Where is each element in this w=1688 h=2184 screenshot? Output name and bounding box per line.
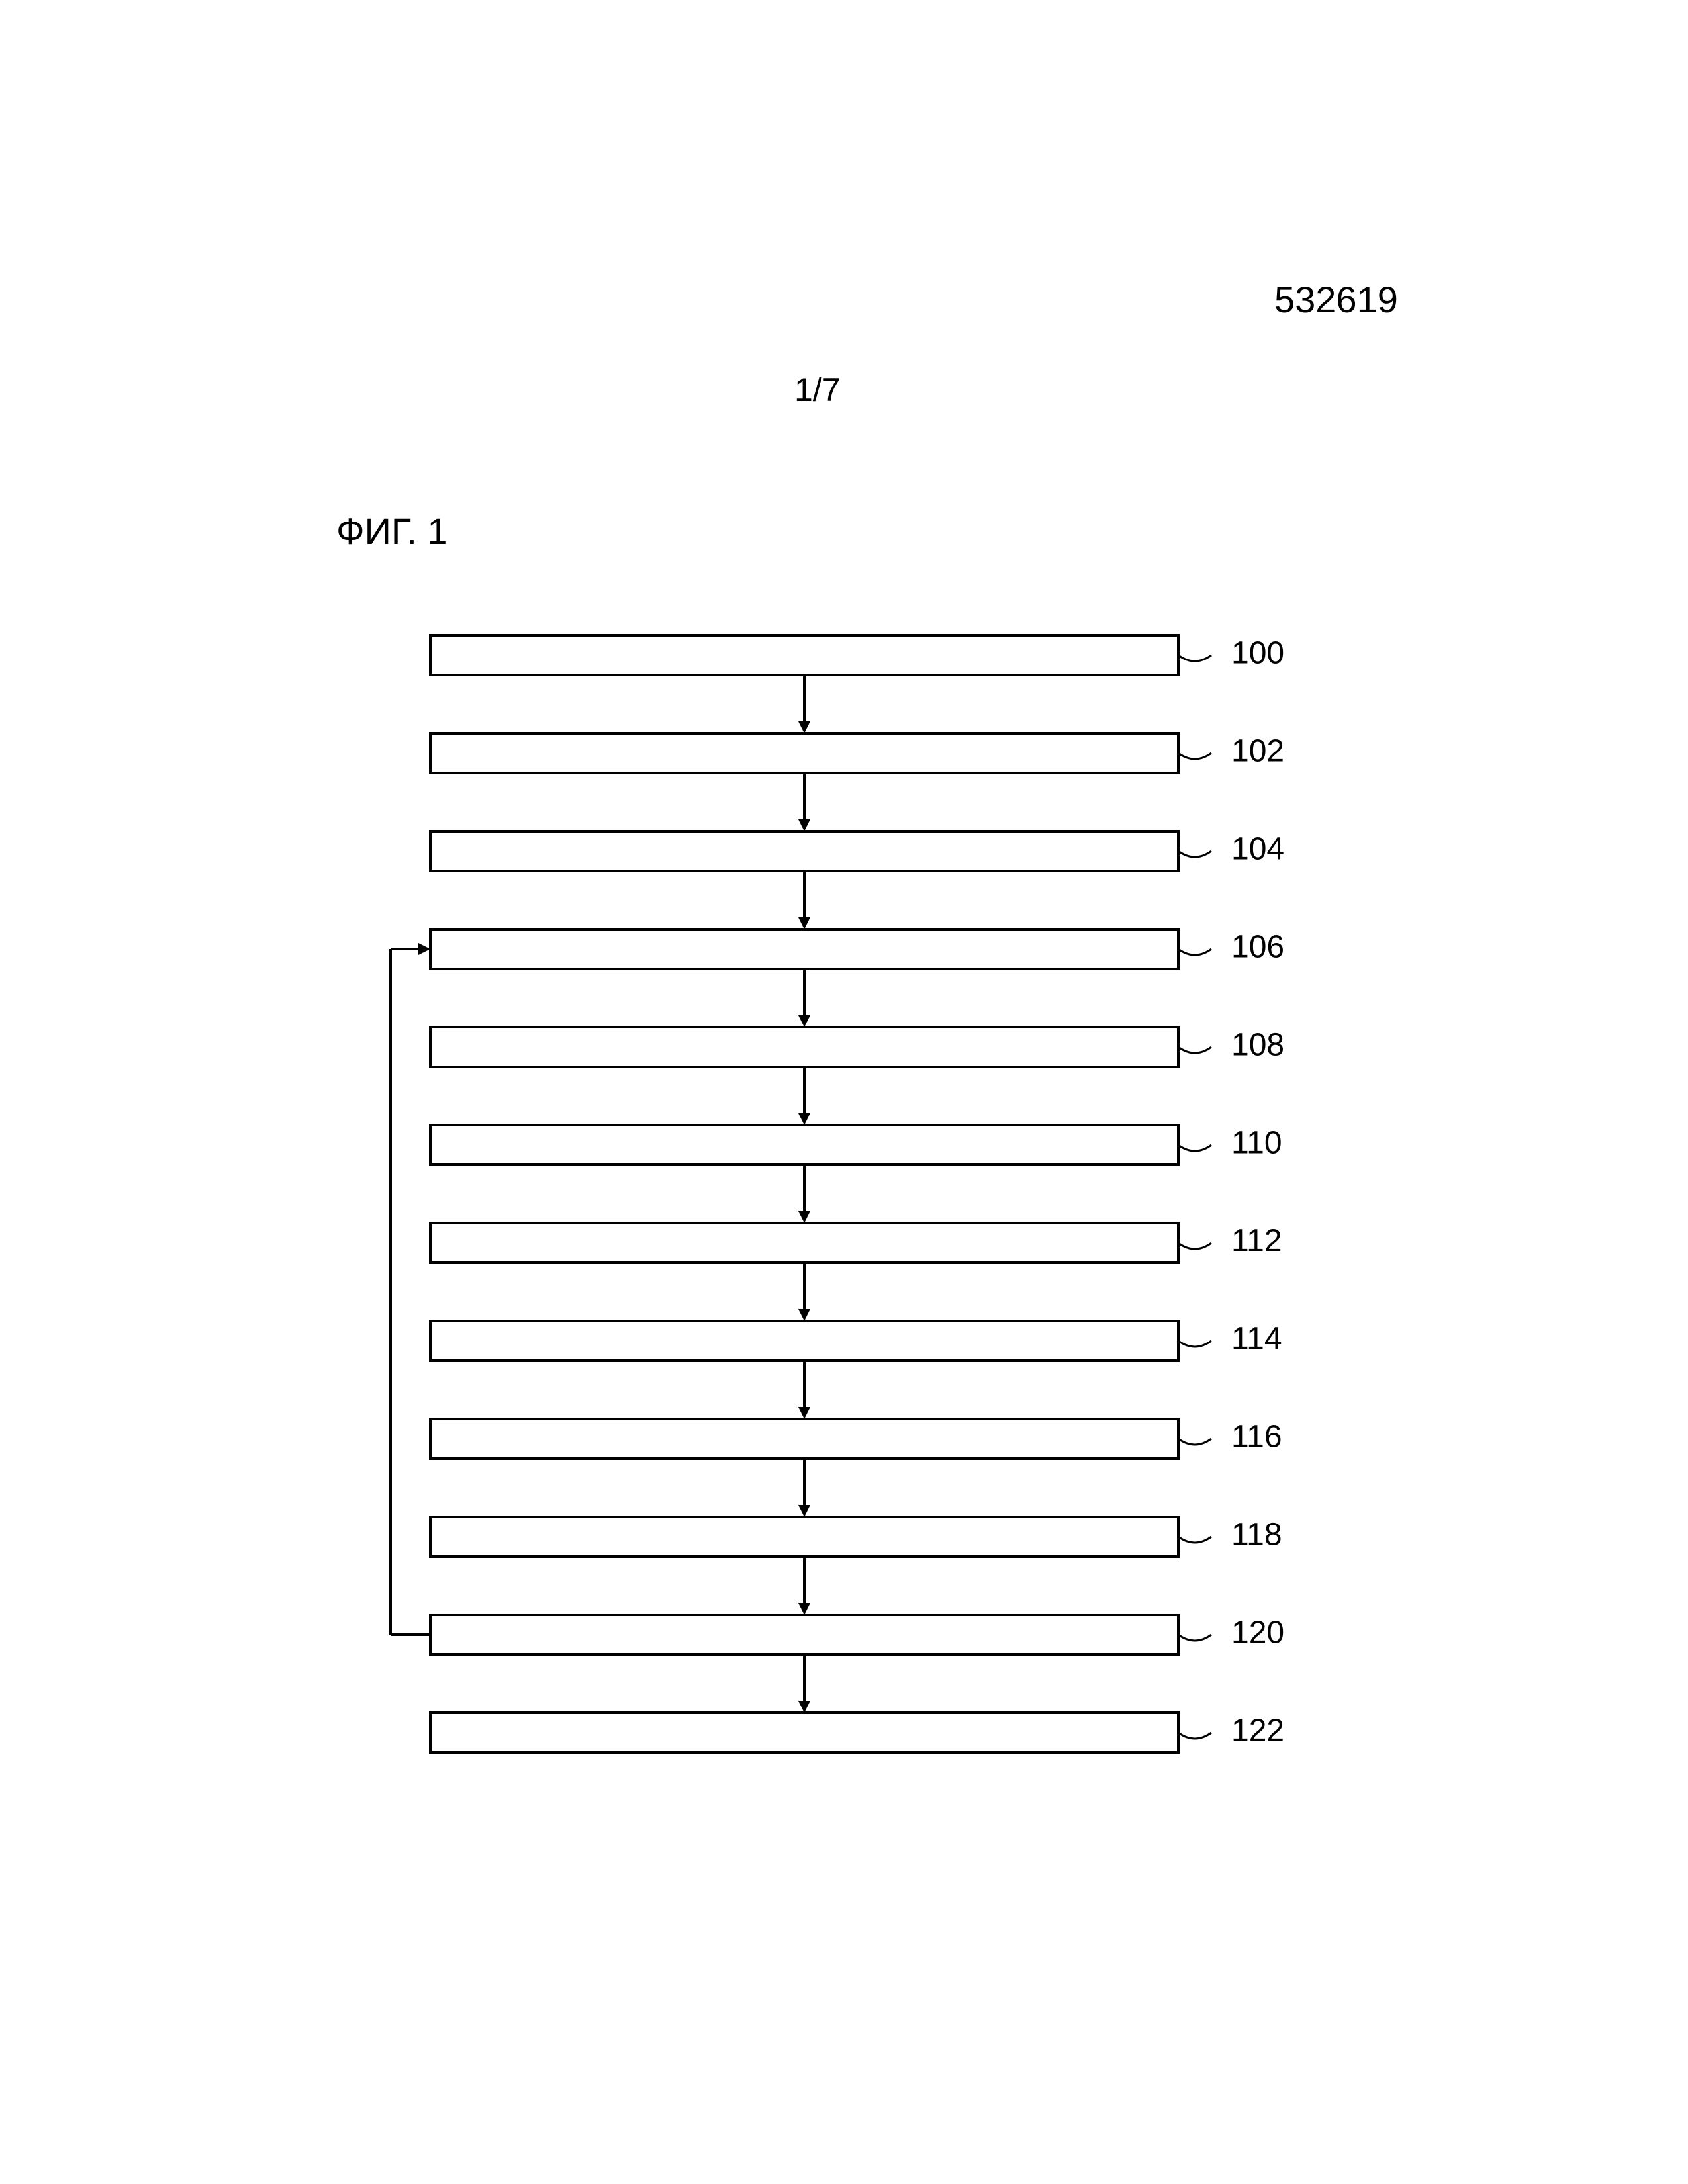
page: 532619 1/7 ФИГ. 1 1001021041061081101121… (0, 0, 1688, 2184)
ref-label-100: 100 (1231, 636, 1284, 671)
ref-label-120: 120 (1231, 1615, 1284, 1651)
ref-label-104: 104 (1231, 832, 1284, 867)
ref-label-108: 108 (1231, 1028, 1284, 1063)
ref-label-112: 112 (1231, 1224, 1282, 1259)
ref-label-102: 102 (1231, 734, 1284, 769)
ref-label-122: 122 (1231, 1713, 1284, 1749)
ref-label-106: 106 (1231, 930, 1284, 965)
flowchart-diagram: 100 102 104 106 108 110 112 114 116 118 120 122 (0, 0, 1688, 2184)
ref-label-116: 116 (1231, 1420, 1282, 1455)
ref-label-118: 118 (1231, 1518, 1282, 1553)
ref-label-114: 114 (1231, 1322, 1282, 1357)
ref-label-110: 110 (1231, 1126, 1282, 1161)
